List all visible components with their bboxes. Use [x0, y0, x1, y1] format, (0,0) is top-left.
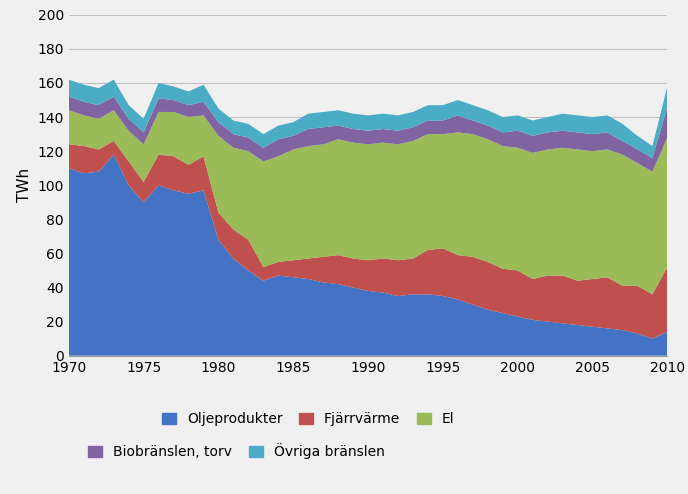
Legend: Biobränslen, torv, Övriga bränslen: Biobränslen, torv, Övriga bränslen [83, 438, 390, 465]
Y-axis label: TWh: TWh [17, 168, 32, 203]
